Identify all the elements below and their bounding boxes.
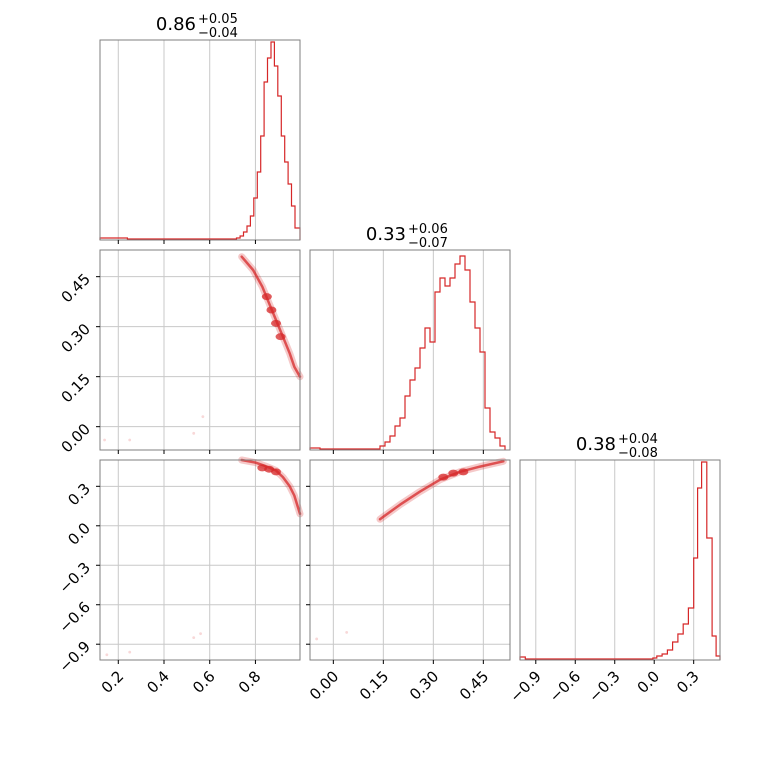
histogram-step bbox=[519, 461, 721, 660]
axes-frame bbox=[99, 39, 301, 241]
x-tick-label: 0.30 bbox=[406, 667, 442, 703]
outlier-point bbox=[105, 653, 109, 657]
axes-frame bbox=[519, 459, 721, 661]
y-tick-label: 0.0 bbox=[64, 519, 94, 549]
panel-title-plus: +0.06 bbox=[408, 222, 448, 237]
panel-scatter-1-0: 0.00 0.15 0.30 0.45 bbox=[58, 249, 304, 456]
histogram-step bbox=[99, 41, 301, 240]
x-tick-label: −0.9 bbox=[506, 667, 544, 705]
outlier-point bbox=[345, 630, 349, 634]
density-core bbox=[438, 473, 449, 481]
x-tick-label: 0.0 bbox=[634, 667, 664, 697]
x-tick-label: 0.00 bbox=[306, 667, 342, 703]
outlier-point bbox=[128, 650, 132, 654]
panel-scatter-2-0: −0.9−0.6−0.3 0.0 0.3 0.2 0.4 0.6 0.8 bbox=[56, 456, 304, 697]
y-tick-label: 0.3 bbox=[64, 480, 94, 510]
density-core bbox=[261, 293, 272, 301]
density-band bbox=[376, 457, 507, 523]
panel-title-value: 0.38 bbox=[576, 434, 616, 455]
density-core bbox=[266, 306, 277, 314]
density-core bbox=[458, 468, 469, 476]
y-tick-label: −0.9 bbox=[56, 637, 94, 675]
x-tick-label: 0.3 bbox=[673, 667, 703, 697]
outlier-point bbox=[192, 636, 196, 640]
panel-scatter-2-1: 0.00 0.15 0.30 0.45 bbox=[306, 457, 511, 704]
outlier-point bbox=[128, 438, 132, 442]
panel-title-minus: −0.04 bbox=[198, 26, 238, 41]
y-tick-label: −0.3 bbox=[56, 559, 94, 597]
panel-hist-0: 0.86 +0.05−0.04 bbox=[99, 12, 301, 244]
x-tick-label: 0.45 bbox=[456, 667, 492, 703]
density-core bbox=[448, 469, 459, 477]
gridlines bbox=[100, 250, 300, 450]
x-tick-label: 0.15 bbox=[356, 667, 392, 703]
outlier-point bbox=[192, 431, 196, 435]
density-contour bbox=[378, 460, 505, 521]
y-tick-label: 0.30 bbox=[58, 320, 94, 356]
x-tick-label: 0.2 bbox=[98, 667, 128, 697]
panel-title-minus: −0.07 bbox=[408, 236, 448, 251]
panel-title-plus: +0.04 bbox=[618, 432, 658, 447]
panel-title-minus: −0.08 bbox=[618, 446, 658, 461]
density-core bbox=[271, 468, 281, 476]
panel-title-value: 0.86 bbox=[156, 14, 196, 35]
y-tick-label: 0.00 bbox=[58, 420, 94, 456]
x-tick-label: −0.3 bbox=[585, 667, 623, 705]
panel-title-plus: +0.05 bbox=[198, 12, 238, 27]
gridlines bbox=[100, 460, 300, 660]
x-tick-label: 0.8 bbox=[235, 667, 265, 697]
x-tick-label: −0.6 bbox=[546, 667, 584, 705]
axes-frame bbox=[309, 249, 511, 451]
histogram-step bbox=[309, 255, 506, 450]
axes-frame bbox=[309, 459, 511, 661]
gridlines bbox=[117, 40, 256, 240]
x-tick-label: 0.4 bbox=[143, 667, 173, 697]
x-tick-label: 0.6 bbox=[189, 667, 219, 697]
panel-title-value: 0.33 bbox=[366, 224, 406, 245]
panel-hist-2: −0.9 −0.6 −0.3 0.0 0.3 0.38 +0.04−0.08 bbox=[506, 432, 721, 706]
y-tick-label: 0.15 bbox=[58, 370, 94, 406]
outlier-point bbox=[201, 415, 205, 419]
outlier-point bbox=[315, 637, 319, 641]
density-core bbox=[275, 333, 286, 341]
density-core bbox=[271, 319, 281, 327]
axes-frame bbox=[99, 249, 301, 451]
gridlines bbox=[332, 250, 484, 450]
gridlines bbox=[310, 460, 510, 660]
axes-frame bbox=[99, 459, 301, 661]
y-tick-label: −0.6 bbox=[56, 598, 94, 636]
y-tick-label: 0.45 bbox=[58, 270, 94, 306]
gridlines bbox=[535, 460, 695, 660]
panel-hist-1: 0.33 +0.06−0.07 bbox=[309, 222, 511, 454]
outlier-point bbox=[103, 438, 106, 442]
outlier-point bbox=[199, 632, 202, 636]
